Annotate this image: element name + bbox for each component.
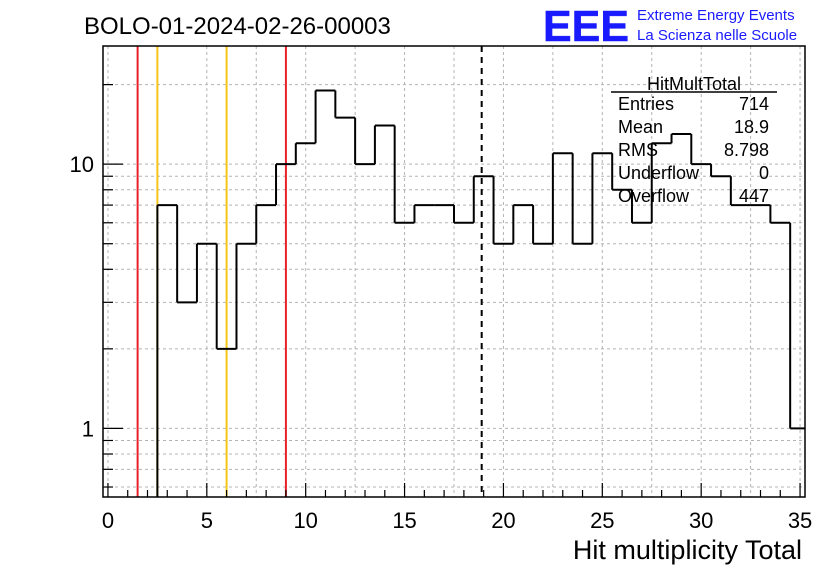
stats-value: 18.9 [734,117,769,137]
stats-value: 714 [739,94,769,114]
stats-label: Entries [618,94,674,114]
stats-label: RMS [618,140,658,160]
stats-value: 0 [759,163,769,183]
grid-lines [103,46,805,497]
x-axis-label: Hit multiplicity Total [573,535,802,565]
stats-title: HitMultTotal [647,74,741,94]
axis-ticks: 0 5 10 15 20 25 30 35 1 10 [70,84,812,533]
x-tick-label: 30 [689,508,713,533]
eee-logo-line2: La Scienza nelle Scuole [637,27,797,44]
histogram-series [156,89,805,497]
y-tick-label: 1 [82,416,94,441]
x-tick-label: 5 [201,508,213,533]
x-tick-label: 10 [293,508,317,533]
stats-label: Overflow [618,186,690,206]
stats-rows: Entries 714 Mean 18.9 RMS 8.798 Underflow 0 Over… [618,94,769,206]
eee-logo: EEE Extreme Energy Events La Scienza nel… [543,2,797,52]
x-tick-label: 35 [788,508,812,533]
x-tick-label: 15 [392,508,416,533]
x-tick-label: 20 [491,508,515,533]
marker-lines [136,46,483,497]
eee-logo-mark: EEE [543,2,629,51]
run-title: BOLO-01-2024-02-26-00003 [84,13,391,40]
stats-box: HitMultTotal Entries 714 Mean 18.9 RMS 8.798 U… [611,74,777,206]
stats-label: Underflow [618,163,700,183]
plot-frame [102,45,806,498]
eee-logo-line1: Extreme Energy Events [637,7,795,24]
x-tick-label: 0 [102,508,114,533]
x-tick-label: 25 [590,508,614,533]
stats-label: Mean [618,117,663,137]
stats-value: 447 [739,186,769,206]
stats-value: 8.798 [724,140,769,160]
y-tick-label: 10 [70,152,94,177]
